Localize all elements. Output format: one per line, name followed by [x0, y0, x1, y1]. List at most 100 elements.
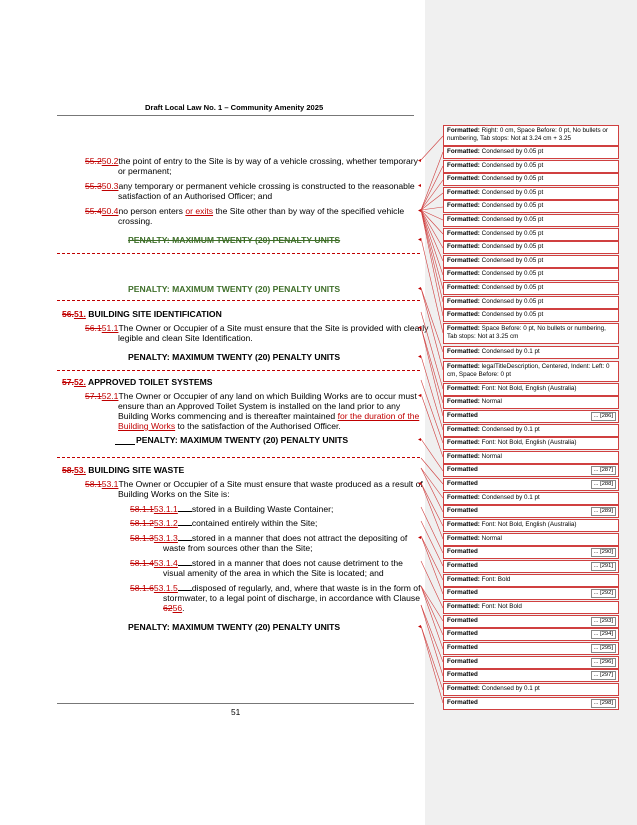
comment-balloon[interactable]: Formatted: Condensed by 0.05 pt	[443, 296, 619, 309]
comment-balloon[interactable]: Formatted: Condensed by 0.05 pt	[443, 228, 619, 241]
comment-balloon[interactable]: Formatted: Font: Not Bold, English (Aust…	[443, 383, 619, 396]
comment-balloon[interactable]: Formatted: Condensed by 0.05 pt	[443, 200, 619, 213]
clause-text: stored in a manner that does not cause d…	[191, 558, 403, 568]
expand-comment-button[interactable]: ... [286]	[590, 412, 616, 421]
comment-label: Formatted	[447, 548, 478, 555]
clause-text: The Owner or Occupier of any land on whi…	[118, 391, 417, 401]
comment-balloon[interactable]: Formatted: Condensed by 0.1 pt	[443, 346, 619, 359]
expand-comment-button[interactable]: ... [288]	[590, 480, 616, 489]
comment-balloon[interactable]: Formatted: Condensed by 0.05 pt	[443, 282, 619, 295]
clause-50-3[interactable]: 55.350.3any temporary or permanent vehic…	[85, 181, 415, 192]
expand-comment-button[interactable]: ... [293]	[590, 617, 616, 626]
comment-balloon[interactable]: Formatted: Condensed by 0.05 pt	[443, 146, 619, 159]
comment-balloon[interactable]: Formatted: Font: Not Bold, English (Aust…	[443, 437, 619, 450]
comment-balloon[interactable]: Formatted ... [288]	[443, 478, 619, 491]
penalty-struck: PENALTY: MAXIMUM TWENTY (20) PENALTY UNI…	[128, 235, 341, 245]
clause-53-1-5[interactable]: 58.1.653.1.5 disposed of regularly, and, …	[130, 583, 420, 594]
inserted-number: 52.	[73, 377, 86, 387]
section-53-heading[interactable]: 58.53. BUILDING SITE WASTE	[62, 465, 184, 476]
comment-balloon[interactable]: Formatted: Normal	[443, 533, 619, 546]
comment-balloon[interactable]: Formatted: Normal	[443, 451, 619, 464]
comment-text: Condensed by 0.05 pt	[479, 311, 544, 318]
comment-balloon[interactable]: Formatted: Condensed by 0.1 pt	[443, 683, 619, 696]
comment-balloon[interactable]: Formatted: Right: 0 cm, Space Before: 0 …	[443, 125, 619, 146]
expand-comment-button[interactable]: ... [295]	[590, 644, 616, 653]
comment-balloon[interactable]: Formatted: Condensed by 0.05 pt	[443, 173, 619, 186]
deleted-number: 58.1.4	[130, 558, 154, 568]
clause-53-1-1[interactable]: 58.1.153.1.1 stored in a Building Waste C…	[130, 504, 333, 515]
comment-label: Formatted:	[447, 439, 480, 446]
section-break	[57, 457, 420, 458]
comment-balloon[interactable]: Formatted ... [296]	[443, 656, 619, 669]
expand-comment-button[interactable]: ... [298]	[590, 699, 616, 708]
comment-balloon[interactable]: Formatted ... [287]	[443, 464, 619, 477]
clause-text: to the satisfaction of the Authorised Of…	[177, 421, 341, 431]
expand-comment-button[interactable]: ... [294]	[590, 630, 616, 639]
comment-label: Formatted	[447, 671, 478, 678]
comment-text: Condensed by 0.05 pt	[479, 202, 544, 209]
comment-balloon[interactable]: Formatted: Normal	[443, 396, 619, 409]
clause-53-1[interactable]: 58.153.1The Owner or Occupier of a Site …	[85, 479, 423, 490]
clause-50-2[interactable]: 55.250.2the point of entry to the Site i…	[85, 156, 418, 167]
comment-balloon[interactable]: Formatted ... [297]	[443, 669, 619, 682]
expand-comment-button[interactable]: ... [297]	[590, 671, 616, 680]
comment-balloon[interactable]: Formatted ... [292]	[443, 587, 619, 600]
comment-label: Formatted	[447, 630, 478, 637]
comment-balloon[interactable]: Formatted ... [286]	[443, 410, 619, 423]
comment-label: Formatted	[447, 466, 478, 473]
comment-balloon[interactable]: Formatted ... [290]	[443, 546, 619, 559]
comment-balloon[interactable]: Formatted: Font: Bold	[443, 574, 619, 587]
comment-text: Condensed by 0.05 pt	[479, 243, 544, 250]
comment-balloon[interactable]: Formatted: Condensed by 0.05 pt	[443, 160, 619, 173]
comment-balloon[interactable]: Formatted: Font: Not Bold, English (Aust…	[443, 519, 619, 532]
expand-comment-button[interactable]: ... [290]	[590, 548, 616, 557]
comment-balloon[interactable]: Formatted ... [293]	[443, 615, 619, 628]
deleted-number: 55.2	[85, 156, 102, 166]
comment-balloon[interactable]: Formatted: Condensed by 0.05 pt	[443, 214, 619, 227]
comment-balloon[interactable]: Formatted: Space Before: 0 pt, No bullet…	[443, 323, 619, 344]
inserted-number: 53.1.1	[153, 504, 178, 514]
comment-balloon[interactable]: Formatted ... [298]	[443, 697, 619, 710]
comment-balloon[interactable]: Formatted: legalTitleDescription, Center…	[443, 361, 619, 382]
comment-balloon[interactable]: Formatted: Condensed by 0.1 pt	[443, 424, 619, 437]
clause-52-1[interactable]: 57.152.1The Owner or Occupier of any lan…	[85, 391, 417, 402]
clause-53-1-3[interactable]: 58.1.353.1.3 stored in a manner that does…	[130, 533, 407, 544]
section-title: APPROVED TOILET SYSTEMS	[87, 377, 213, 387]
comment-balloon[interactable]: Formatted: Condensed by 0.05 pt	[443, 268, 619, 281]
expand-comment-button[interactable]: ... [292]	[590, 589, 616, 598]
expand-comment-button[interactable]: ... [296]	[590, 658, 616, 667]
clause-53-1-4[interactable]: 58.1.453.1.4 stored in a manner that does…	[130, 558, 403, 569]
section-52-heading[interactable]: 57.52. APPROVED TOILET SYSTEMS	[62, 377, 212, 388]
comment-text: Normal	[479, 398, 502, 405]
clause-53-1-5-line3: 6256.	[163, 603, 185, 614]
inserted-text: for the duration of the	[337, 411, 420, 421]
comment-text: Condensed by 0.05 pt	[479, 270, 544, 277]
clause-text: The Owner or Occupier of a Site must ens…	[118, 479, 423, 489]
section-title: BUILDING SITE WASTE	[88, 465, 185, 475]
section-51-heading[interactable]: 56.51. BUILDING SITE IDENTIFICATION	[62, 309, 222, 320]
comment-label: Formatted:	[447, 298, 480, 305]
inserted-number: 51.	[73, 309, 86, 319]
clause-53-1-2[interactable]: 58.1.253.1.2 contained entirely within th…	[130, 518, 317, 529]
inserted-text: Building Works	[118, 421, 176, 431]
comment-balloon[interactable]: Formatted ... [291]	[443, 560, 619, 573]
comment-balloon[interactable]: Formatted: Condensed by 0.05 pt	[443, 255, 619, 268]
clause-50-4-cont: crossing.	[118, 216, 153, 226]
comment-balloon[interactable]: Formatted: Condensed by 0.05 pt	[443, 241, 619, 254]
clause-51-1[interactable]: 56.151.1The Owner or Occupier of a Site …	[85, 323, 428, 334]
comment-balloon[interactable]: Formatted ... [294]	[443, 628, 619, 641]
expand-comment-button[interactable]: ... [287]	[590, 466, 616, 475]
comment-balloon[interactable]: Formatted ... [295]	[443, 642, 619, 655]
comment-text: Font: Not Bold	[479, 603, 522, 610]
comment-balloon[interactable]: Formatted: Condensed by 0.05 pt	[443, 309, 619, 322]
comment-balloon[interactable]: Formatted: Condensed by 0.1 pt	[443, 492, 619, 505]
expand-comment-button[interactable]: ... [289]	[590, 507, 616, 516]
comment-label: Formatted:	[447, 363, 480, 370]
comment-text: Condensed by 0.1 pt	[479, 494, 540, 501]
expand-comment-button[interactable]: ... [291]	[590, 562, 616, 571]
change-marker: ◂	[418, 183, 422, 189]
comment-balloon[interactable]: Formatted: Font: Not Bold	[443, 601, 619, 614]
clause-50-4[interactable]: 55.450.4no person enters or exits the Si…	[85, 206, 404, 217]
comment-balloon[interactable]: Formatted ... [289]	[443, 505, 619, 518]
comment-balloon[interactable]: Formatted: Condensed by 0.05 pt	[443, 187, 619, 200]
